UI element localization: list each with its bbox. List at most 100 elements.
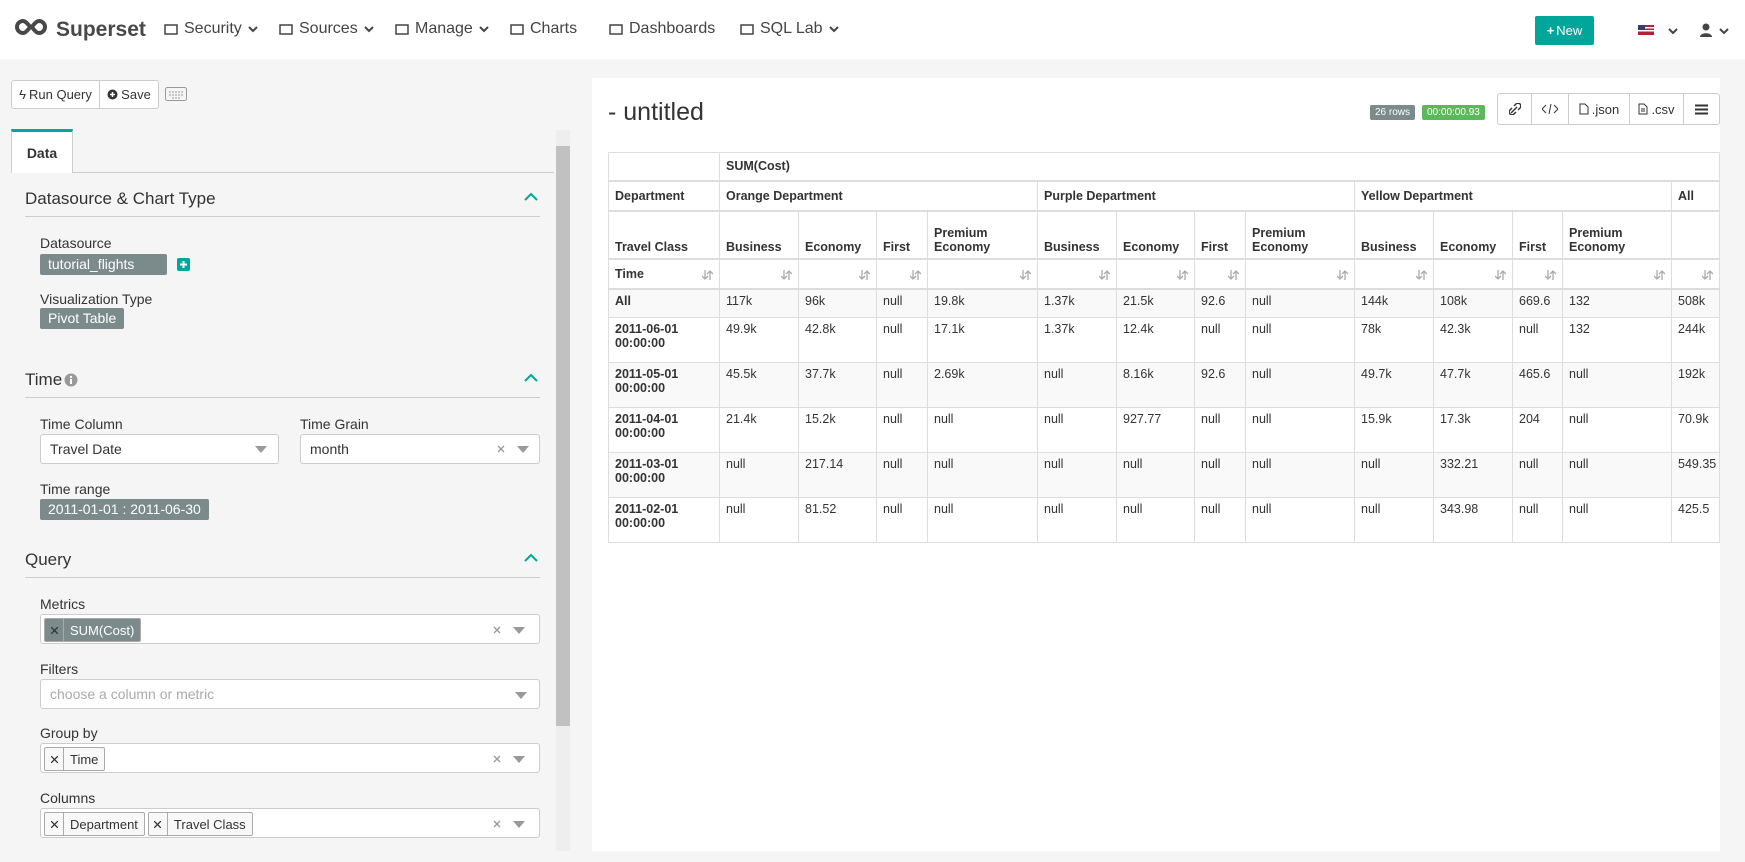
sort-cell[interactable] (927, 258, 1038, 290)
sort-icon[interactable] (1545, 270, 1556, 280)
remove-chip[interactable] (149, 813, 168, 835)
sort-icon[interactable] (1654, 270, 1665, 280)
select-value: month (310, 441, 349, 457)
cell: null (1116, 452, 1195, 498)
sort-cell[interactable] (876, 258, 928, 290)
sort-cell[interactable] (798, 258, 877, 290)
logo[interactable] (14, 18, 48, 36)
multi-select[interactable]: choose a column or metric (40, 679, 540, 709)
add-datasource[interactable] (177, 258, 190, 271)
select-chip[interactable]: Time (44, 747, 106, 771)
field-label: Time range (40, 481, 111, 497)
sort-cell[interactable] (1512, 258, 1563, 290)
sort-icon[interactable] (1702, 270, 1714, 280)
scrollbar[interactable] (556, 130, 570, 851)
cell: null (1562, 362, 1672, 408)
nav-item[interactable]: Manage (395, 20, 489, 38)
section-divider (25, 577, 540, 578)
sort-cell[interactable] (719, 258, 799, 290)
sort-icon[interactable] (1020, 270, 1031, 280)
nav-item[interactable]: Sources (279, 20, 374, 38)
sort-cell[interactable] (1245, 258, 1355, 290)
viz-type-select[interactable]: Pivot Table (40, 308, 125, 329)
link-button[interactable] (1497, 93, 1532, 125)
select-controls (493, 626, 525, 634)
section-title[interactable]: Time (25, 370, 63, 389)
multi-select[interactable]: SUM(Cost) (40, 614, 540, 644)
embed-button[interactable] (1531, 93, 1569, 125)
run-query-button[interactable]: ϟ Run Query (11, 80, 100, 109)
sort-cell[interactable] (1354, 258, 1434, 290)
save-button[interactable]: Save (99, 80, 159, 109)
sort-icon[interactable] (859, 270, 870, 280)
time-range-select[interactable]: 2011-01-01 : 2011-06-30 (40, 499, 209, 520)
sort-cell[interactable] (1194, 258, 1246, 290)
nav-item[interactable]: Security (164, 20, 258, 38)
language-menu[interactable] (1638, 22, 1678, 38)
tab-border (72, 172, 554, 173)
sort-icon[interactable] (781, 270, 792, 280)
viz-type-value: Pivot Table (48, 310, 117, 326)
select-controls (493, 755, 525, 763)
collapse-icon[interactable] (524, 373, 538, 383)
chip-label: Time (70, 751, 99, 767)
nav-item[interactable]: Charts (510, 20, 577, 38)
field-label: Time Grain (300, 416, 369, 432)
nav-item[interactable]: Dashboards (609, 20, 715, 38)
remove-chip[interactable] (45, 748, 64, 770)
select-chip[interactable]: Travel Class (147, 812, 253, 836)
menu-button[interactable] (1683, 93, 1720, 125)
cell: null (1194, 452, 1246, 498)
sort-icon[interactable] (1177, 270, 1188, 280)
sort-cell[interactable] (1433, 258, 1513, 290)
sort-cell[interactable] (1562, 258, 1672, 290)
time-grain-select[interactable]: month (300, 434, 540, 464)
cell: null (927, 407, 1038, 453)
cell: 204 (1512, 407, 1563, 453)
sort-cell[interactable] (1116, 258, 1195, 290)
sort-cell[interactable] (1037, 258, 1117, 290)
collapse-icon[interactable] (524, 553, 538, 563)
sort-icon[interactable] (1337, 270, 1348, 280)
sort-cell[interactable] (1670, 258, 1720, 290)
keyboard-icon[interactable] (165, 87, 187, 101)
section-title[interactable]: Datasource & Chart Type (25, 189, 216, 208)
sort-icon[interactable] (702, 269, 713, 280)
scroll-thumb[interactable] (556, 146, 570, 726)
user-menu[interactable] (1700, 22, 1740, 38)
multi-select[interactable]: Time (40, 743, 540, 773)
nav-label: Manage (415, 20, 473, 37)
brand[interactable]: Superset (56, 18, 146, 41)
row-header: All (608, 288, 720, 318)
metric-header: SUM(Cost) (718, 152, 1720, 182)
sort-icon[interactable] (1495, 270, 1506, 280)
sort-icon[interactable] (1099, 270, 1110, 280)
remove-chip[interactable] (45, 619, 64, 641)
remove-chip[interactable] (45, 813, 64, 835)
sort-icon[interactable] (1416, 270, 1427, 280)
datasource-select[interactable]: tutorial_flights (40, 254, 167, 275)
cell: 12.4k (1116, 317, 1195, 363)
cell: null (1194, 317, 1246, 363)
chart-title[interactable]: - untitled (608, 98, 704, 126)
section-title[interactable]: Query (25, 550, 72, 569)
json-button[interactable]: .json (1568, 93, 1630, 125)
csv-button[interactable]: .csv (1629, 93, 1684, 125)
multi-select[interactable]: Department Travel Class (40, 808, 540, 838)
cell: null (876, 452, 928, 498)
select-chip[interactable]: Department (44, 812, 145, 836)
sort-icon[interactable] (1228, 270, 1239, 280)
cell: null (1245, 317, 1355, 363)
row-label-header[interactable]: Time (608, 258, 720, 290)
cell: null (1245, 362, 1355, 408)
data-tab[interactable]: Data (11, 129, 73, 173)
nav-item[interactable]: SQL Lab (740, 20, 839, 38)
new-button[interactable]: + New (1535, 16, 1594, 45)
cell: null (876, 317, 928, 363)
select-chip[interactable]: SUM(Cost) (44, 618, 142, 642)
info-icon[interactable] (64, 373, 78, 387)
row-header: 2011-06-01 00:00:00 (608, 317, 720, 363)
collapse-icon[interactable] (524, 192, 538, 202)
time-column-select[interactable]: Travel Date (40, 434, 279, 464)
sort-icon[interactable] (910, 270, 921, 280)
